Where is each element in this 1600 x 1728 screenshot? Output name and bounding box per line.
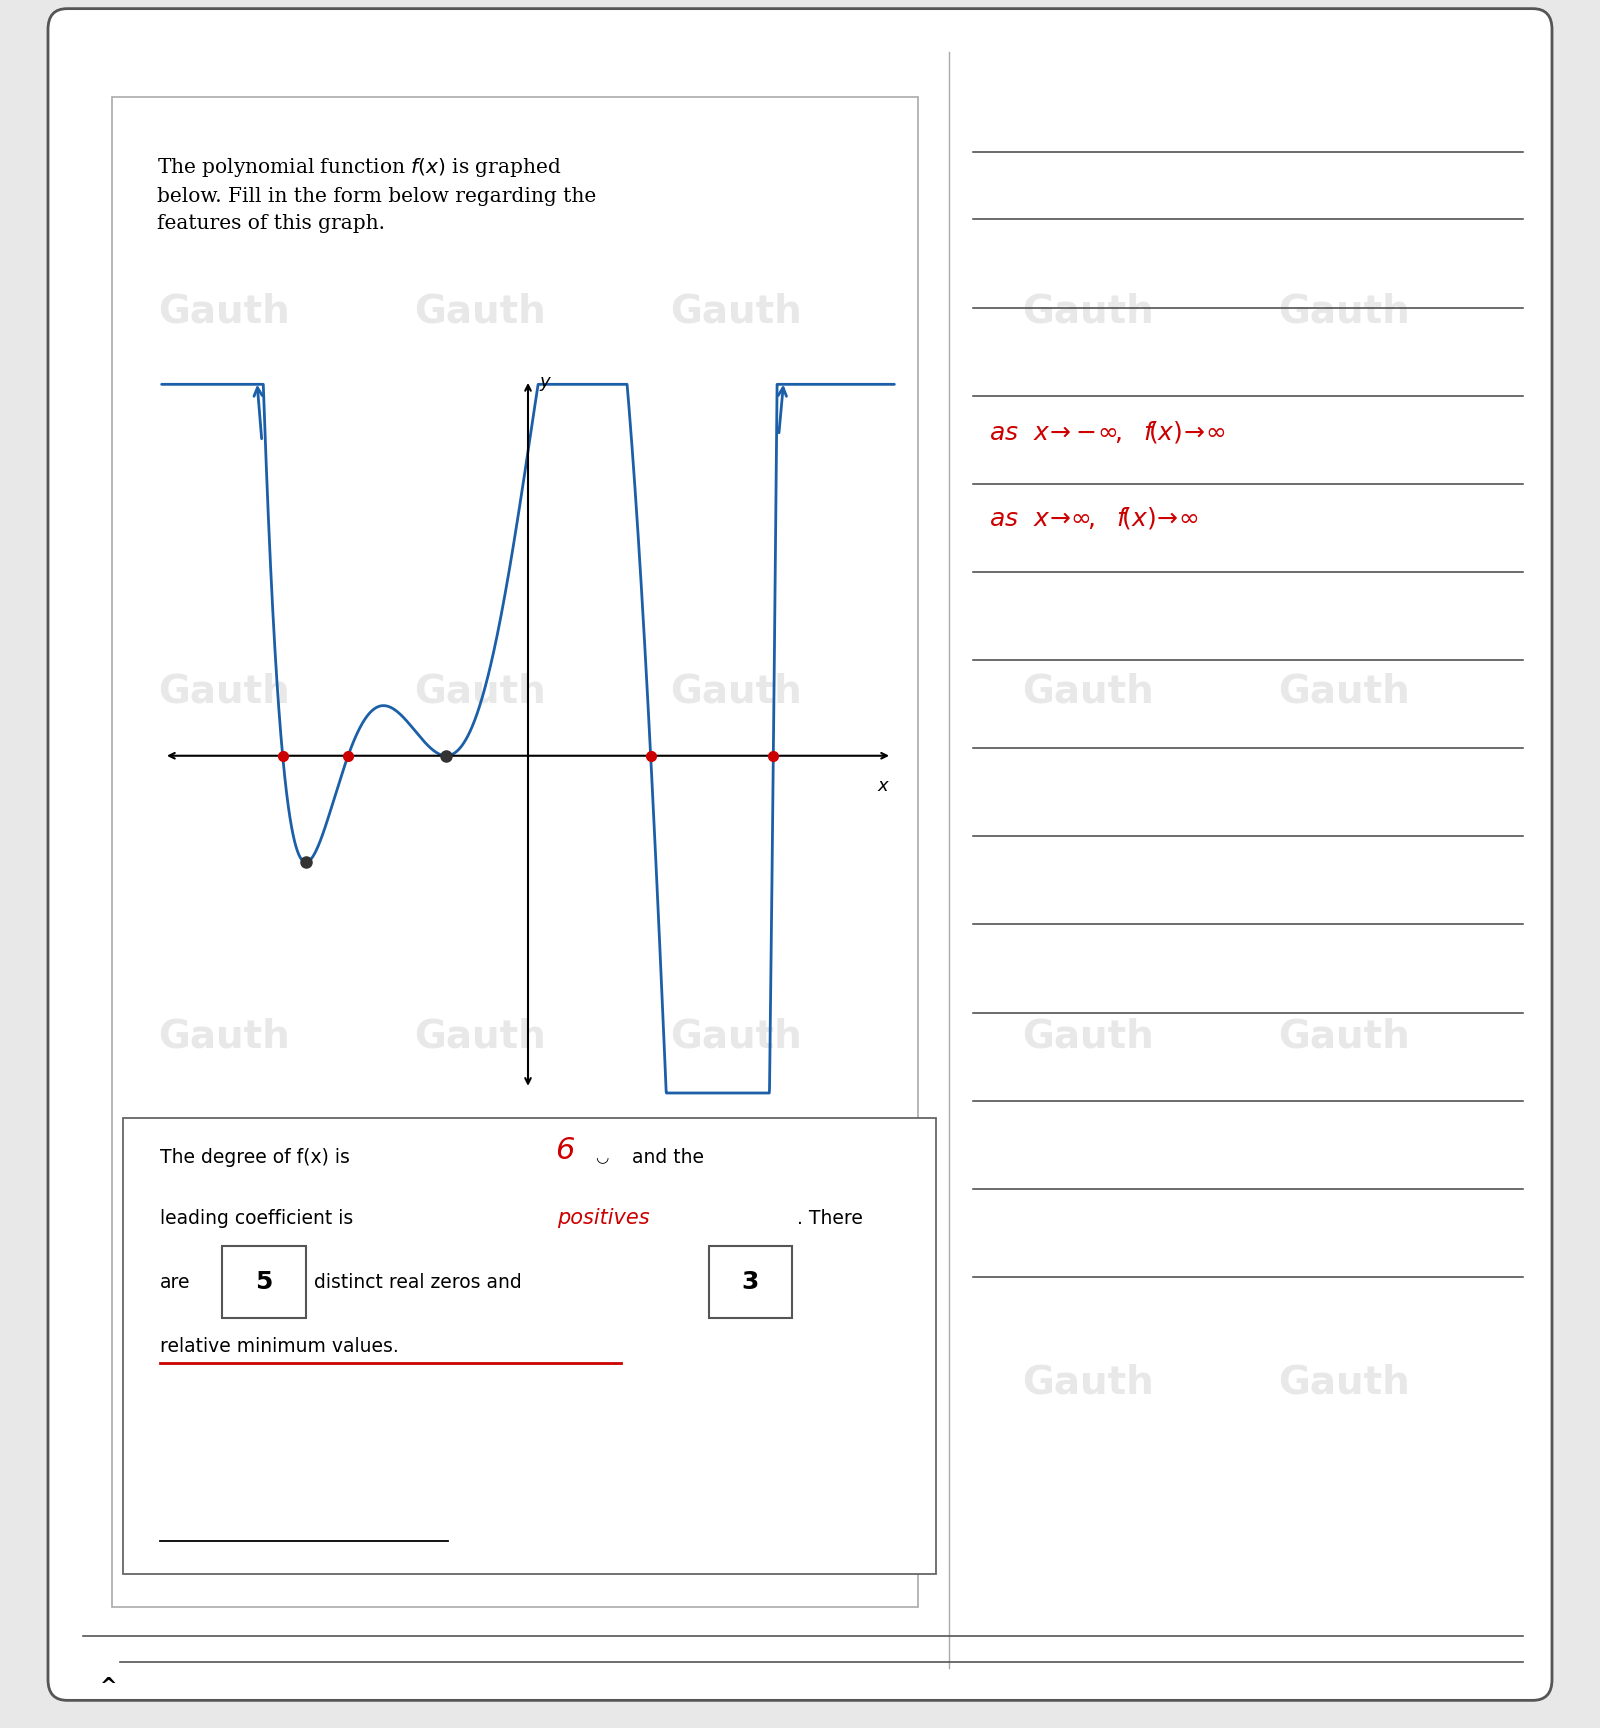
Text: . There: . There <box>797 1210 862 1227</box>
Text: $y$: $y$ <box>539 375 552 394</box>
Text: relative minimum values.: relative minimum values. <box>160 1337 398 1355</box>
Text: Gauth: Gauth <box>1278 672 1410 710</box>
FancyBboxPatch shape <box>709 1246 792 1318</box>
Text: 6: 6 <box>555 1137 574 1165</box>
Text: Gauth: Gauth <box>414 1363 546 1401</box>
Text: Gauth: Gauth <box>1022 1018 1154 1056</box>
FancyBboxPatch shape <box>222 1246 306 1318</box>
Text: leading coefficient is: leading coefficient is <box>160 1210 354 1227</box>
Text: Gauth: Gauth <box>414 1018 546 1056</box>
Text: $\mathit{as}\ \ x\!\to\!-\!\infty\!,\ \ f\!(x)\!\to\!\infty$: $\mathit{as}\ \ x\!\to\!-\!\infty\!,\ \ … <box>989 418 1226 446</box>
Text: Gauth: Gauth <box>158 292 290 330</box>
Text: Gauth: Gauth <box>1278 1363 1410 1401</box>
Text: Gauth: Gauth <box>414 292 546 330</box>
Text: ^: ^ <box>101 1676 117 1697</box>
FancyBboxPatch shape <box>112 97 918 1607</box>
Text: Gauth: Gauth <box>158 1018 290 1056</box>
Text: Gauth: Gauth <box>670 292 802 330</box>
Text: ◡: ◡ <box>595 1151 608 1165</box>
Text: Gauth: Gauth <box>1022 672 1154 710</box>
Text: Gauth: Gauth <box>1022 292 1154 330</box>
Text: distinct real zeros and: distinct real zeros and <box>314 1274 522 1291</box>
Text: $x$: $x$ <box>877 776 890 795</box>
Text: Gauth: Gauth <box>670 672 802 710</box>
Text: Gauth: Gauth <box>1022 1363 1154 1401</box>
Text: Gauth: Gauth <box>1278 1018 1410 1056</box>
Text: $\mathit{as}\ \ x\!\to\!\infty\!,\ \ f\!(x)\!\to\!\infty$: $\mathit{as}\ \ x\!\to\!\infty\!,\ \ f\!… <box>989 505 1198 532</box>
FancyBboxPatch shape <box>123 1118 936 1574</box>
Text: Gauth: Gauth <box>158 672 290 710</box>
Text: 5: 5 <box>256 1270 272 1294</box>
Text: Gauth: Gauth <box>1278 292 1410 330</box>
Text: Gauth: Gauth <box>414 672 546 710</box>
FancyBboxPatch shape <box>48 9 1552 1700</box>
Text: Gauth: Gauth <box>670 1018 802 1056</box>
Text: The polynomial function $\mathit{f}(x)$ is graphed
below. Fill in the form below: The polynomial function $\mathit{f}(x)$ … <box>157 156 597 233</box>
Text: The degree of f(x) is: The degree of f(x) is <box>160 1149 350 1166</box>
Text: and the: and the <box>632 1149 704 1166</box>
Text: are: are <box>160 1274 190 1291</box>
Text: 3: 3 <box>742 1270 758 1294</box>
Text: Gauth: Gauth <box>158 1363 290 1401</box>
Text: positives: positives <box>557 1208 650 1229</box>
